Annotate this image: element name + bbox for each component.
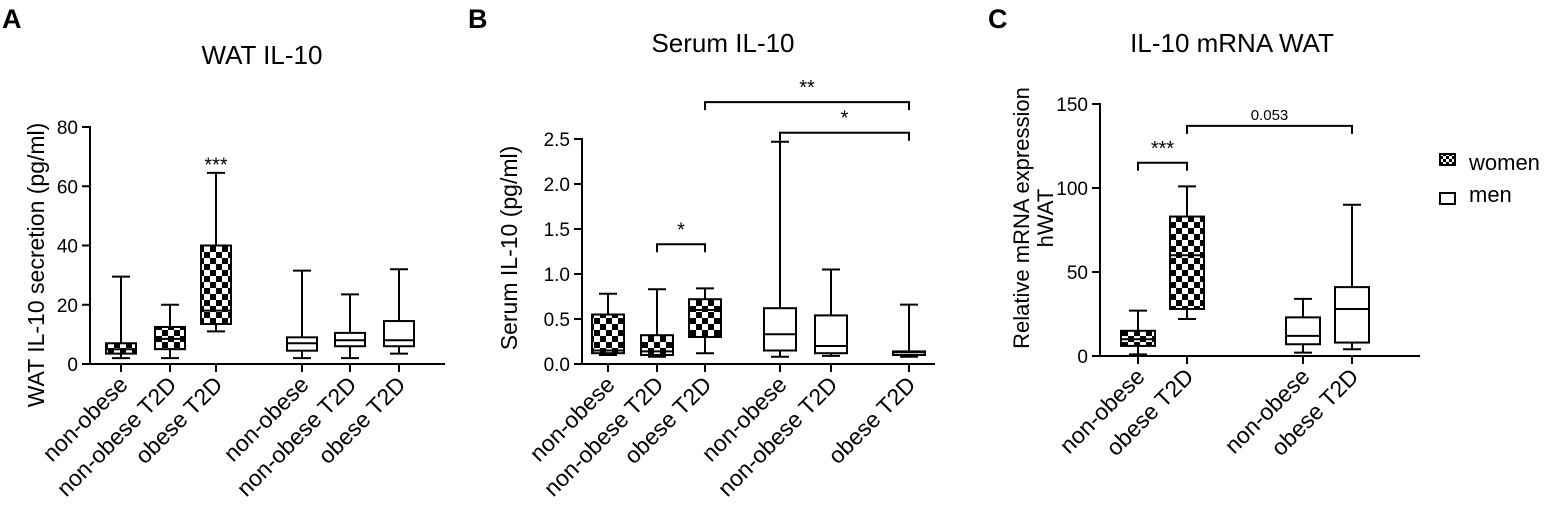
panel-b-significance-bracket — [779, 131, 910, 141]
panel-a-ytick-label: 40 — [57, 237, 78, 258]
panel-c-letter: C — [988, 4, 1008, 34]
panel-a-ylabel: WAT IL-10 secretion (pg/ml) — [23, 123, 49, 408]
panel-b-ytick-label: 2.0 — [544, 175, 570, 196]
panel-b-box — [814, 314, 848, 355]
panel-c: C IL-10 mRNA WAT Relative mRNA expressio… — [988, 4, 1420, 461]
panel-b-box — [763, 307, 797, 352]
panel-c-ytick-label: 100 — [1056, 179, 1088, 200]
panel-b-significance-bracket — [704, 101, 910, 111]
panel-b-letter: B — [468, 4, 488, 34]
panel-a-ytick-label: 20 — [57, 296, 78, 317]
panel-b-box — [591, 313, 625, 355]
legend: women men — [1439, 150, 1540, 207]
panel-a-ytick-label: 0 — [67, 355, 78, 376]
panel-a-title: WAT IL-10 — [202, 40, 323, 70]
panel-b-ytick-label: 1.0 — [544, 265, 570, 286]
panel-c-title: IL-10 mRNA WAT — [1130, 28, 1334, 58]
panel-a-box — [200, 244, 232, 326]
panel-a-box — [383, 320, 415, 348]
panel-c-ylabel-line1: Relative mRNA expression — [1009, 87, 1034, 349]
panel-b-box — [640, 334, 674, 357]
panel-c-box — [1169, 215, 1205, 310]
panel-b-title: Serum IL-10 — [651, 28, 794, 58]
panel-b: B Serum IL-10 Serum IL-10 (pg/ml) 0.0 0.5… — [468, 4, 935, 501]
panel-b-ytick-label: 2.5 — [544, 130, 570, 151]
panel-b-ylabel: Serum IL-10 (pg/ml) — [496, 146, 522, 351]
panel-c-significance-label: 0.053 — [1251, 107, 1289, 124]
legend-label-women: women — [1468, 150, 1540, 175]
panel-a-significance-label: *** — [204, 155, 228, 177]
panel-c-ylabel-line2: hWAT — [1033, 189, 1058, 248]
legend-swatch-women — [1439, 153, 1456, 166]
panel-b-box — [688, 298, 722, 339]
panel-a-letter: A — [2, 4, 22, 34]
panel-a-ytick-label: 80 — [57, 118, 78, 139]
panel-a: A WAT IL-10 WAT IL-10 secretion (pg/ml) … — [2, 4, 445, 501]
panel-a-ytick-label: 60 — [57, 177, 78, 198]
panel-c-ytick-label: 50 — [1067, 263, 1088, 284]
panel-b-significance-label: ** — [799, 77, 815, 99]
legend-label-men: men — [1469, 182, 1512, 207]
panel-c-significance-bracket — [1186, 124, 1353, 134]
panel-b-significance-label: * — [841, 108, 849, 130]
legend-swatch-men — [1439, 192, 1456, 205]
panel-b-ytick-label: 0.0 — [544, 355, 570, 376]
panel-c-box — [1285, 316, 1321, 346]
panel-c-ytick-label: 150 — [1056, 95, 1088, 116]
panel-b-ytick-label: 1.5 — [544, 220, 570, 241]
panel-b-significance-label: * — [677, 219, 685, 241]
panel-b-ytick-label: 0.5 — [544, 310, 570, 331]
panel-c-box — [1334, 286, 1370, 344]
panel-c-significance-bracket — [1137, 161, 1188, 171]
panel-c-significance-label: *** — [1151, 138, 1175, 160]
panel-c-ytick-label: 0 — [1077, 347, 1088, 368]
panel-b-significance-bracket — [656, 243, 706, 253]
